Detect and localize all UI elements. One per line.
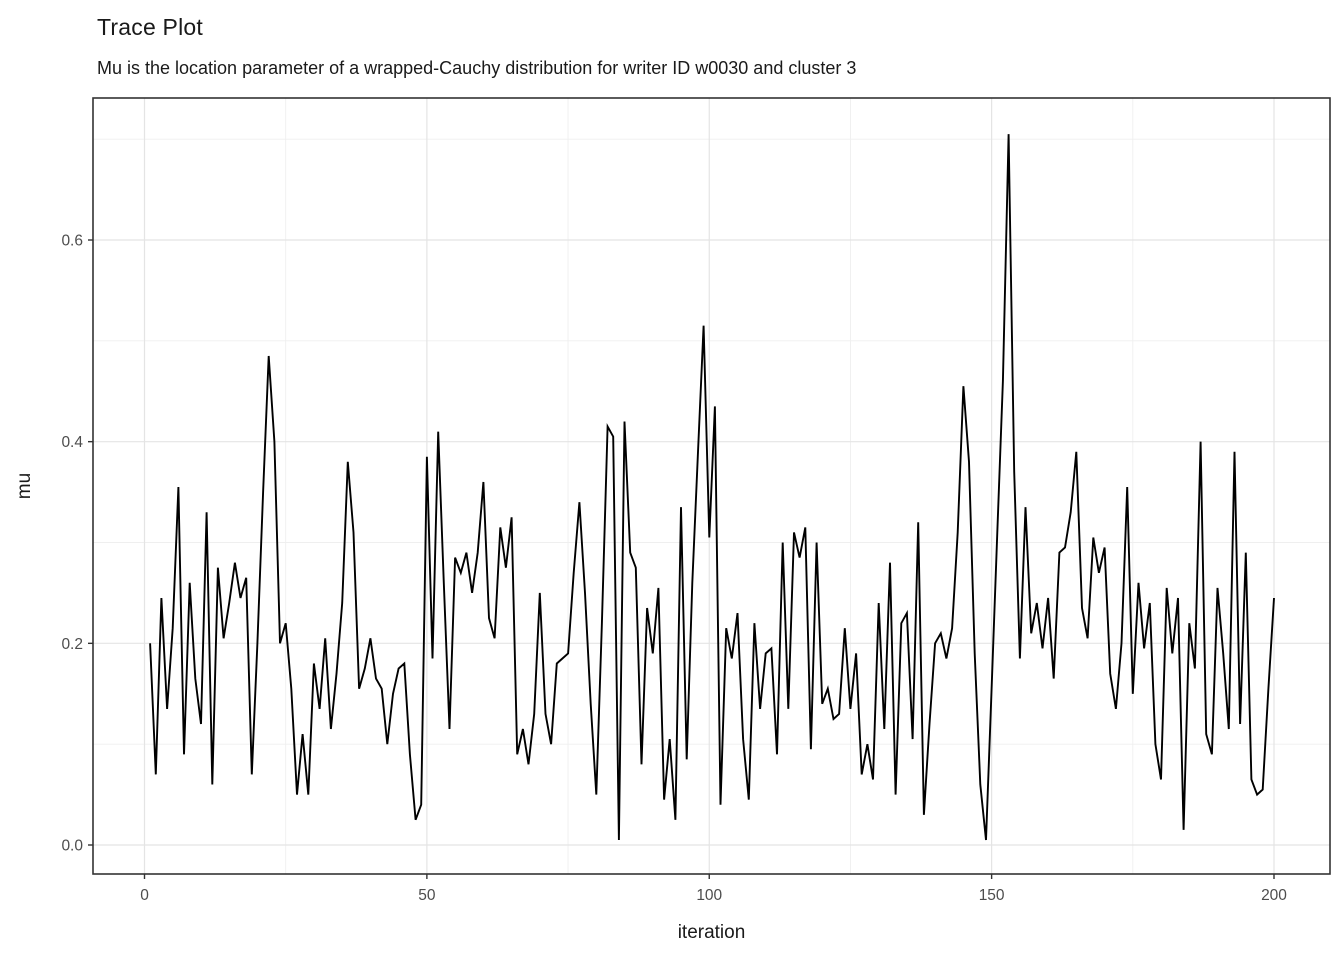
x-tick-label: 200: [1261, 887, 1287, 904]
y-tick-label: 0.0: [61, 838, 83, 855]
trace-line: [149, 134, 1275, 841]
plot-title: Trace Plot: [97, 14, 203, 40]
plot-subtitle: Mu is the location parameter of a wrappe…: [97, 58, 857, 78]
y-tick-label: 0.2: [61, 636, 83, 653]
y-tick-label: 0.4: [61, 434, 83, 451]
x-axis-title: iteration: [678, 922, 746, 943]
x-tick-label: 0: [140, 887, 149, 904]
y-axis-title: mu: [14, 473, 35, 499]
panel-border: [92, 97, 1331, 875]
x-tick-label: 100: [696, 887, 722, 904]
x-tick-label: 150: [979, 887, 1005, 904]
x-tick-label: 50: [418, 887, 436, 904]
y-tick-label: 0.6: [61, 233, 83, 250]
